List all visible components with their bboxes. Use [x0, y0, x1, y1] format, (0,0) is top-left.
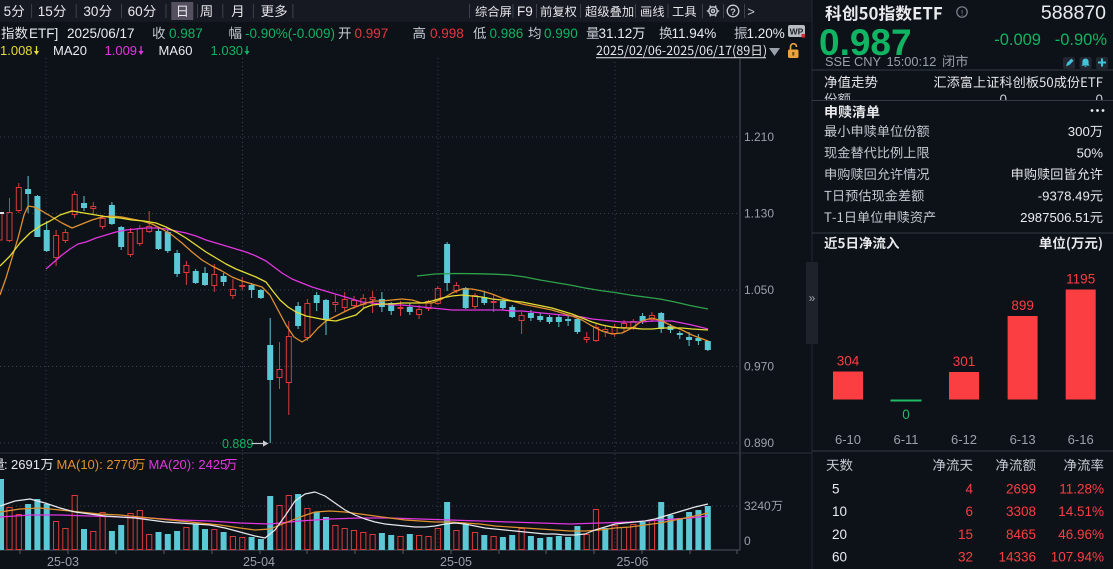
svg-text:1.210: 1.210	[744, 130, 774, 144]
svg-text:8465: 8465	[1006, 527, 1036, 542]
svg-text:-9378.49: -9378.49	[1038, 189, 1090, 204]
svg-text:588870: 588870	[1041, 2, 1106, 24]
svg-text:4: 4	[965, 482, 973, 497]
svg-text:0.890: 0.890	[744, 436, 774, 450]
svg-text:1.050: 1.050	[744, 283, 774, 297]
svg-text:11.28%: 11.28%	[1059, 482, 1104, 497]
svg-text:2025/06/17: 2025/06/17	[67, 26, 135, 41]
svg-text:10: 10	[832, 504, 847, 519]
svg-text:25-05: 25-05	[440, 555, 472, 569]
svg-text:31.12: 31.12	[599, 26, 633, 41]
svg-text:2987506.51: 2987506.51	[1020, 210, 1090, 225]
svg-text:-0.009: -0.009	[994, 31, 1041, 49]
svg-text:25-06: 25-06	[617, 555, 649, 569]
svg-text:MA(10): 2770: MA(10): 2770	[57, 457, 136, 472]
svg-text:3240: 3240	[744, 499, 771, 513]
svg-text:-0.90%(-0.009): -0.90%(-0.009)	[245, 26, 335, 41]
svg-text:5: 5	[4, 4, 12, 19]
svg-text:107.94%: 107.94%	[1051, 550, 1104, 565]
svg-text:0.987: 0.987	[819, 22, 912, 63]
svg-text:1.008: 1.008	[0, 43, 33, 58]
svg-text:300: 300	[1068, 124, 1090, 139]
svg-text:6: 6	[965, 504, 973, 519]
svg-text:15: 15	[38, 4, 53, 19]
svg-text:2691: 2691	[11, 457, 40, 472]
svg-text:0: 0	[1095, 92, 1103, 107]
svg-text:6-12: 6-12	[951, 432, 977, 447]
svg-text:CNY: CNY	[854, 54, 881, 69]
svg-text:0.998: 0.998	[430, 26, 464, 41]
svg-text:2699: 2699	[1006, 482, 1036, 497]
svg-text:?: ?	[730, 7, 736, 18]
svg-text:MA20: MA20	[53, 43, 87, 58]
svg-text:6-11: 6-11	[893, 432, 918, 447]
svg-text:30: 30	[83, 4, 98, 19]
svg-text:304: 304	[837, 354, 860, 369]
svg-text:0.987: 0.987	[169, 26, 203, 41]
svg-text:ETF]: ETF]	[29, 26, 58, 41]
svg-text:>: >	[747, 4, 755, 19]
svg-text:MA(20): 2425: MA(20): 2425	[149, 457, 228, 472]
svg-text:0: 0	[902, 407, 910, 422]
svg-text:25-03: 25-03	[47, 555, 79, 569]
svg-text:15: 15	[958, 527, 973, 542]
svg-text:0.970: 0.970	[744, 360, 774, 374]
svg-text:1195: 1195	[1066, 272, 1095, 287]
svg-text:MA60: MA60	[159, 43, 193, 58]
svg-text:60: 60	[832, 550, 847, 565]
svg-text:0.889: 0.889	[222, 437, 253, 451]
svg-text:0: 0	[999, 92, 1007, 107]
svg-text:14.51%: 14.51%	[1058, 504, 1104, 519]
svg-text:0.986: 0.986	[490, 26, 524, 41]
svg-text:46.96%: 46.96%	[1058, 527, 1104, 542]
svg-text:!: !	[961, 8, 963, 18]
svg-text:6-10: 6-10	[835, 432, 861, 447]
svg-text:11.94%: 11.94%	[672, 26, 717, 41]
svg-text:F9: F9	[517, 4, 533, 19]
svg-text:3308: 3308	[1006, 504, 1036, 519]
svg-text:SSE: SSE	[825, 54, 851, 69]
svg-text:1.030: 1.030	[211, 43, 244, 58]
svg-text:WP: WP	[790, 27, 804, 37]
svg-text:0.997: 0.997	[355, 26, 389, 41]
svg-text:25-04: 25-04	[243, 555, 275, 569]
svg-text:0: 0	[744, 534, 751, 548]
svg-text:15:00:12: 15:00:12	[887, 54, 937, 69]
svg-text:301: 301	[953, 354, 976, 369]
svg-text:-0.90%: -0.90%	[1055, 31, 1108, 49]
svg-text:1.130: 1.130	[744, 207, 774, 221]
svg-text:6-13: 6-13	[1010, 432, 1036, 447]
svg-text:14336: 14336	[998, 550, 1036, 565]
svg-text:0.990: 0.990	[544, 26, 578, 41]
svg-text:5: 5	[832, 482, 840, 497]
svg-text:899: 899	[1011, 298, 1034, 313]
svg-text:20: 20	[832, 527, 847, 542]
svg-text:50%: 50%	[1077, 146, 1104, 161]
svg-text::: :	[4, 457, 8, 472]
svg-text:6-16: 6-16	[1068, 432, 1094, 447]
svg-text:60: 60	[128, 4, 143, 19]
svg-text:»: »	[809, 291, 816, 305]
svg-text:32: 32	[958, 550, 973, 565]
svg-text:1.009: 1.009	[105, 43, 138, 58]
svg-text:1.20%: 1.20%	[747, 26, 785, 41]
